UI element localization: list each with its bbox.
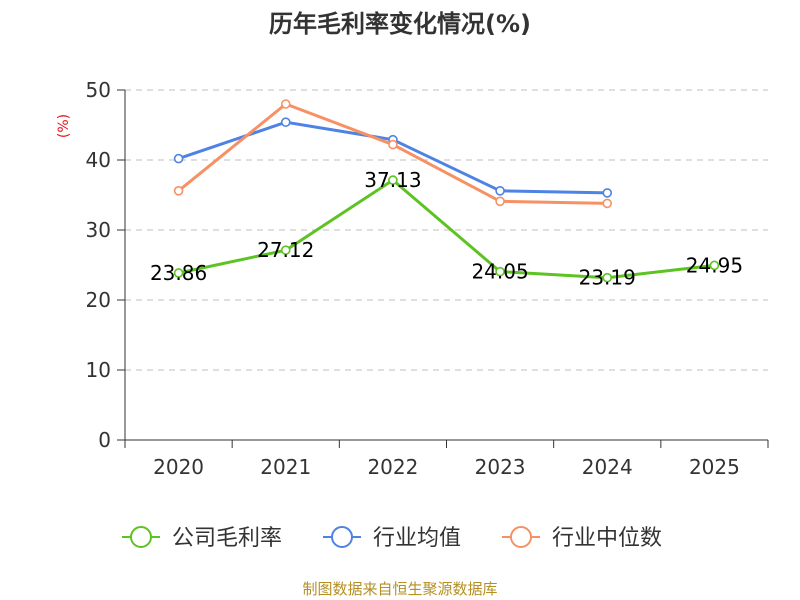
data-point [602, 188, 613, 198]
series-line [178, 178, 715, 280]
data-point [495, 196, 505, 207]
data-point [280, 99, 291, 109]
series-0 [173, 175, 720, 283]
data-point [709, 260, 720, 271]
legend[interactable]: 公司毛利率 行业均值 行业中位数 [122, 526, 662, 551]
data-label: 23.86 [150, 261, 207, 285]
legend-item-2[interactable]: 行业中位数 [502, 526, 662, 551]
chart-title: 历年毛利率变化情况(%) [269, 10, 531, 38]
data-label: 24.95 [686, 253, 743, 277]
data-point [388, 175, 398, 185]
data-point [495, 186, 505, 196]
data-label: 27.12 [257, 238, 314, 262]
y-axis-unit-label: (%) [56, 114, 72, 138]
y-tick-label: 30 [86, 218, 111, 242]
data-label-layer: 23.86 27.12 37.13 24.05 23.19 24.95 [150, 168, 743, 290]
data-point [495, 266, 505, 277]
data-label: 37.13 [364, 168, 421, 192]
data-label: 24.05 [471, 260, 528, 284]
data-point [173, 186, 184, 196]
legend-label: 行业均值 [373, 526, 461, 551]
data-point [602, 198, 613, 209]
legend-label: 公司毛利率 [172, 526, 282, 551]
grid-layer [125, 89, 768, 371]
axis-layer: 0 10 20 30 40 50 2020 2021 2022 2023 2024 2025 [86, 78, 769, 479]
series-layer [173, 99, 720, 283]
legend-label: 行业中位数 [552, 526, 662, 551]
data-point [602, 272, 613, 283]
y-tick-label: 20 [86, 288, 111, 312]
y-tick-label: 10 [86, 358, 111, 382]
y-tick-label: 40 [86, 148, 111, 172]
x-tick-label: 2023 [475, 455, 526, 479]
legend-marker [510, 526, 532, 548]
data-point [280, 245, 291, 255]
x-tick-label: 2024 [582, 455, 633, 479]
legend-item-1[interactable]: 行业均值 [323, 526, 461, 551]
data-point [280, 117, 291, 127]
legend-marker [331, 526, 353, 548]
data-point [173, 153, 184, 164]
x-tick-label: 2021 [260, 455, 311, 479]
data-label: 23.19 [579, 266, 636, 290]
x-tick-label: 2022 [367, 455, 418, 479]
y-tick-label: 0 [98, 428, 111, 452]
legend-item-0[interactable]: 公司毛利率 [122, 526, 282, 551]
data-point [173, 268, 184, 278]
x-tick-label: 2020 [153, 455, 204, 479]
data-point [388, 139, 398, 150]
y-tick-label: 50 [86, 78, 111, 102]
source-note: 制图数据来自恒生聚源数据库 [302, 580, 497, 598]
series-2 [173, 99, 613, 209]
legend-marker [130, 526, 152, 548]
x-tick-label: 2025 [689, 455, 740, 479]
